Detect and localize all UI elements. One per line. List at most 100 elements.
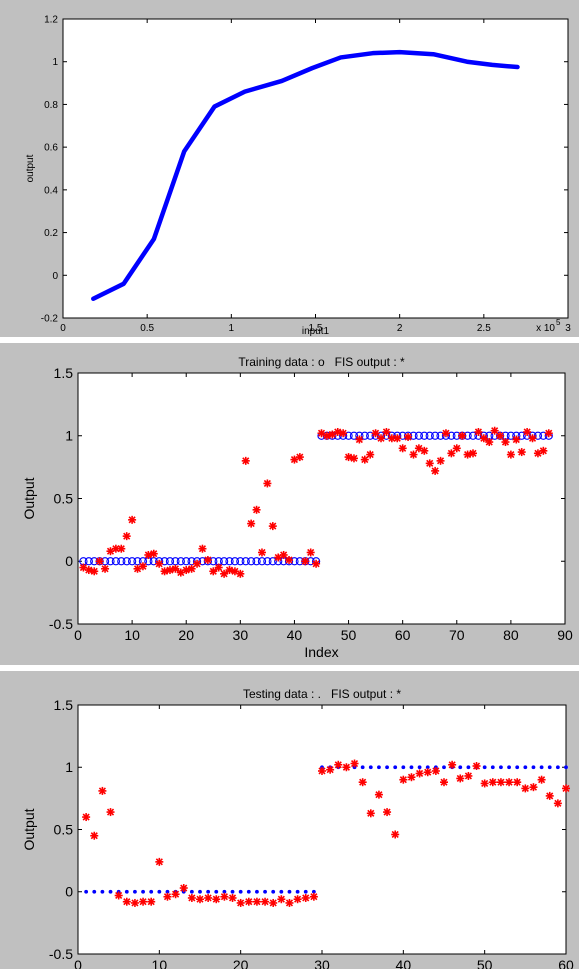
data-point-circle — [414, 431, 424, 440]
data-point-dot — [108, 889, 113, 894]
y-axis-label: Output — [21, 808, 37, 850]
data-point-star — [98, 786, 107, 795]
data-point-star — [247, 519, 256, 528]
x-tick-label: 1 — [229, 323, 235, 334]
data-point-dot — [401, 765, 406, 770]
x-tick-label: 40 — [396, 957, 412, 969]
data-point-star — [496, 778, 505, 787]
data-point-dot — [523, 765, 528, 770]
data-point-dot — [149, 889, 154, 894]
data-point-star — [90, 567, 99, 576]
y-tick-label: -0.2 — [41, 314, 59, 325]
data-point-star — [521, 784, 530, 793]
chart-title: Training data : o FIS output : * — [238, 355, 405, 369]
data-point-circle — [84, 557, 93, 566]
plot-area — [77, 704, 567, 955]
data-point-star — [179, 884, 188, 893]
data-point-dot — [84, 889, 89, 894]
x-axis-label: input1 — [302, 326, 330, 337]
data-point-dot — [539, 765, 544, 770]
data-point-star — [160, 567, 169, 576]
data-point-star — [387, 434, 396, 443]
data-point-star — [301, 557, 310, 566]
data-point-star — [187, 893, 196, 902]
data-point-circle — [236, 557, 245, 566]
chart-panel-3: 0 10 20 30 40 50 60 -0.5 0 0.5 1 1.5 Testing data : … — [0, 671, 579, 974]
data-point-dot — [230, 889, 235, 894]
data-point-star — [155, 857, 164, 866]
data-point-star — [309, 892, 318, 901]
data-point-star — [236, 898, 245, 907]
data-point-dot — [409, 765, 414, 770]
data-point-dot — [417, 765, 422, 770]
data-point-dot — [206, 889, 211, 894]
data-point-star — [539, 446, 548, 455]
data-point-star — [326, 765, 335, 774]
y-tick-label: 1 — [52, 57, 58, 68]
y-tick-label: 1 — [65, 759, 73, 775]
data-point-star — [295, 453, 304, 462]
data-point-star — [193, 559, 202, 568]
data-point-star — [204, 893, 213, 902]
x-tick-label: 40 — [287, 627, 303, 643]
data-point-circle — [252, 557, 261, 566]
data-point-circle — [176, 557, 185, 566]
data-point-star — [339, 429, 348, 438]
x-multiplier-exponent: 5 — [556, 318, 561, 327]
data-point-star — [244, 897, 253, 906]
x-tick-label: 10 — [124, 627, 140, 643]
data-point-dot — [564, 765, 568, 770]
data-point-star — [382, 427, 391, 436]
y-tick-label: 0.6 — [44, 143, 58, 154]
data-point-dot — [531, 765, 536, 770]
data-point-star — [393, 434, 402, 443]
data-point-star — [448, 760, 457, 769]
data-point-star — [163, 892, 172, 901]
data-point-star — [472, 762, 481, 771]
data-point-circle — [127, 557, 137, 566]
data-point-dot — [393, 765, 398, 770]
data-point-dot — [555, 765, 560, 770]
data-point-dot — [499, 765, 503, 770]
data-point-star — [480, 779, 489, 788]
y-tick-label: 0.2 — [44, 228, 58, 239]
y-tick-label: -0.5 — [49, 946, 73, 962]
data-point-star — [355, 435, 364, 444]
data-point-dot — [100, 889, 105, 894]
x-tick-label: 50 — [341, 627, 357, 643]
data-point-dot — [360, 765, 365, 770]
data-point-dot — [547, 765, 552, 770]
data-point-star — [261, 897, 270, 906]
data-point-star — [214, 563, 223, 572]
data-point-dot — [222, 889, 227, 894]
data-point-circle — [360, 431, 369, 440]
data-point-dot — [271, 889, 276, 894]
data-point-dot — [311, 889, 316, 894]
data-point-dot — [458, 765, 463, 770]
data-point-star — [399, 775, 408, 784]
data-point-circle — [122, 557, 131, 566]
data-point-star — [257, 548, 266, 557]
data-point-circle — [111, 557, 121, 566]
data-point-dot — [287, 889, 292, 894]
data-point-star — [398, 444, 407, 453]
data-point-star — [196, 895, 204, 904]
data-point-star — [203, 555, 212, 564]
data-point-star — [383, 808, 392, 817]
data-point-star — [436, 456, 445, 465]
data-point-star — [485, 438, 494, 447]
data-point-star — [263, 479, 272, 488]
x-tick-label: 3 — [565, 323, 571, 334]
data-point-circle — [230, 557, 240, 566]
data-point-star — [212, 895, 221, 904]
y-tick-label: 0.5 — [54, 490, 74, 506]
data-point-dot — [246, 889, 251, 894]
data-point-star — [404, 433, 413, 442]
data-point-star — [252, 505, 261, 514]
data-point-star — [139, 897, 148, 906]
x-tick-label: 1.5 — [309, 323, 323, 334]
data-point-star — [130, 898, 139, 907]
data-point-dot — [515, 765, 520, 770]
data-point-dot — [165, 889, 170, 894]
